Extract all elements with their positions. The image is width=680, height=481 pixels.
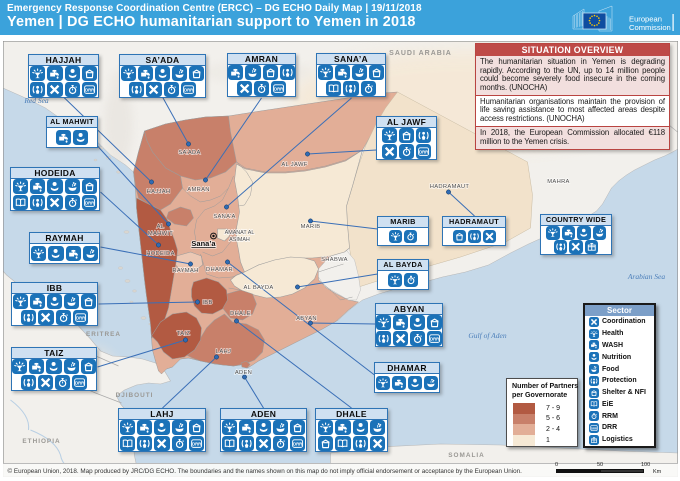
svg-text:AMANAT AL: AMANAT AL bbox=[224, 230, 254, 236]
svg-text:HODEIDA: HODEIDA bbox=[146, 251, 175, 257]
svg-text:SANA’A: SANA’A bbox=[213, 214, 235, 220]
svg-text:Red Sea: Red Sea bbox=[23, 96, 49, 105]
svg-text:SAUDI ARABIA: SAUDI ARABIA bbox=[389, 50, 452, 57]
svg-text:HADRAMAUT: HADRAMAUT bbox=[429, 184, 469, 190]
svg-text:LAHJ: LAHJ bbox=[215, 349, 230, 355]
svg-text:Sana’a: Sana’a bbox=[191, 239, 216, 248]
svg-text:Commission: Commission bbox=[629, 23, 671, 32]
svg-text:MARIB: MARIB bbox=[300, 224, 320, 230]
svg-text:ASIMAH: ASIMAH bbox=[229, 237, 250, 243]
svg-text:European: European bbox=[629, 15, 662, 24]
svg-text:ETHIOPIA: ETHIOPIA bbox=[22, 438, 60, 445]
svg-text:AL: AL bbox=[156, 224, 164, 230]
svg-text:SOMALIA: SOMALIA bbox=[448, 452, 484, 459]
svg-text:ERITREA: ERITREA bbox=[85, 331, 120, 338]
svg-text:HAJJAH: HAJJAH bbox=[146, 189, 170, 195]
svg-text:RAYMAH: RAYMAH bbox=[172, 268, 198, 274]
svg-text:MAHRA: MAHRA bbox=[547, 179, 569, 185]
svg-text:ADEN: ADEN bbox=[234, 370, 251, 376]
svg-text:DHALE: DHALE bbox=[230, 311, 251, 317]
svg-text:MAHWIT: MAHWIT bbox=[147, 231, 172, 237]
svg-text:DJIBOUTI: DJIBOUTI bbox=[115, 392, 153, 399]
svg-text:IBB: IBB bbox=[202, 300, 212, 306]
svg-text:Arabian Sea: Arabian Sea bbox=[626, 272, 665, 281]
svg-text:AL BAYDA: AL BAYDA bbox=[243, 285, 273, 291]
svg-text:Gulf of Aden: Gulf of Aden bbox=[468, 331, 506, 340]
svg-text:ABYAN: ABYAN bbox=[296, 316, 317, 322]
svg-text:AL JAWF: AL JAWF bbox=[281, 162, 307, 168]
svg-text:DHAMAR: DHAMAR bbox=[206, 267, 233, 273]
svg-text:TAIZ: TAIZ bbox=[176, 331, 189, 337]
svg-text:AMRAN: AMRAN bbox=[187, 187, 209, 193]
svg-text:SHABWA: SHABWA bbox=[321, 257, 348, 263]
svg-text:SA’ADA: SA’ADA bbox=[178, 150, 200, 156]
